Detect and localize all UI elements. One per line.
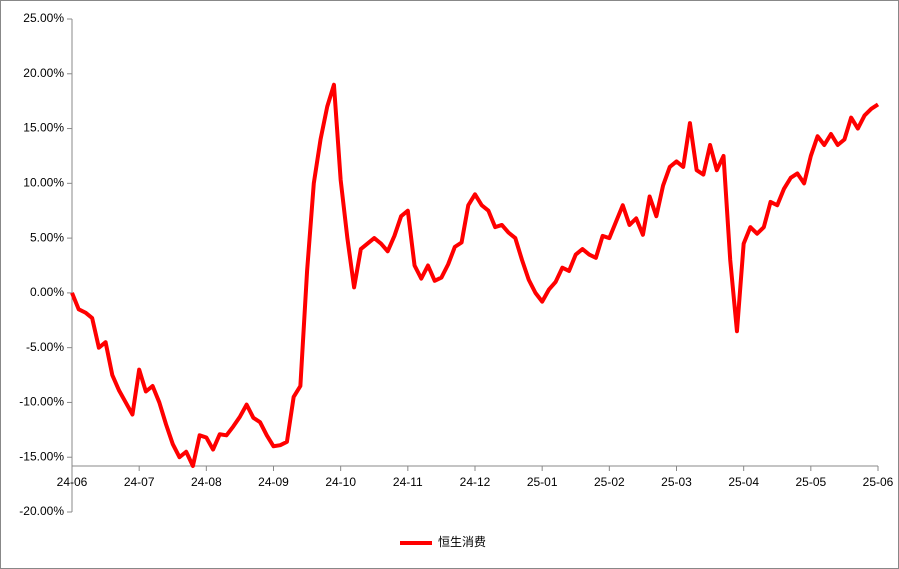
x-tick-label: 25-06: [863, 475, 894, 489]
x-tick-label: 24-06: [57, 475, 88, 489]
y-tick-label: 5.00%: [30, 230, 64, 244]
x-tick-label: 25-02: [594, 475, 625, 489]
y-tick-label: 25.00%: [23, 11, 64, 25]
y-tick-label: 0.00%: [30, 285, 64, 299]
y-tick-label: -5.00%: [26, 340, 64, 354]
x-tick-label: 24-08: [191, 475, 222, 489]
x-tick-label: 25-05: [795, 475, 826, 489]
legend-label: 恒生消费: [438, 535, 486, 549]
y-tick-label: 20.00%: [23, 66, 64, 80]
x-tick-label: 24-07: [124, 475, 155, 489]
x-tick-label: 25-03: [661, 475, 692, 489]
series-line: [70, 82, 880, 468]
x-tick-label: 25-01: [527, 475, 558, 489]
y-tick-label: -20.00%: [19, 504, 64, 518]
x-tick-label: 24-11: [393, 475, 423, 489]
y-tick-label: 10.00%: [23, 176, 64, 190]
x-tick-label: 24-09: [258, 475, 289, 489]
x-tick-label: 24-10: [325, 475, 356, 489]
y-tick-label: -15.00%: [19, 449, 64, 463]
x-tick-label: 24-12: [460, 475, 491, 489]
x-tick-label: 25-04: [728, 475, 759, 489]
y-tick-label: -10.00%: [19, 395, 64, 409]
y-tick-label: 15.00%: [23, 121, 64, 135]
